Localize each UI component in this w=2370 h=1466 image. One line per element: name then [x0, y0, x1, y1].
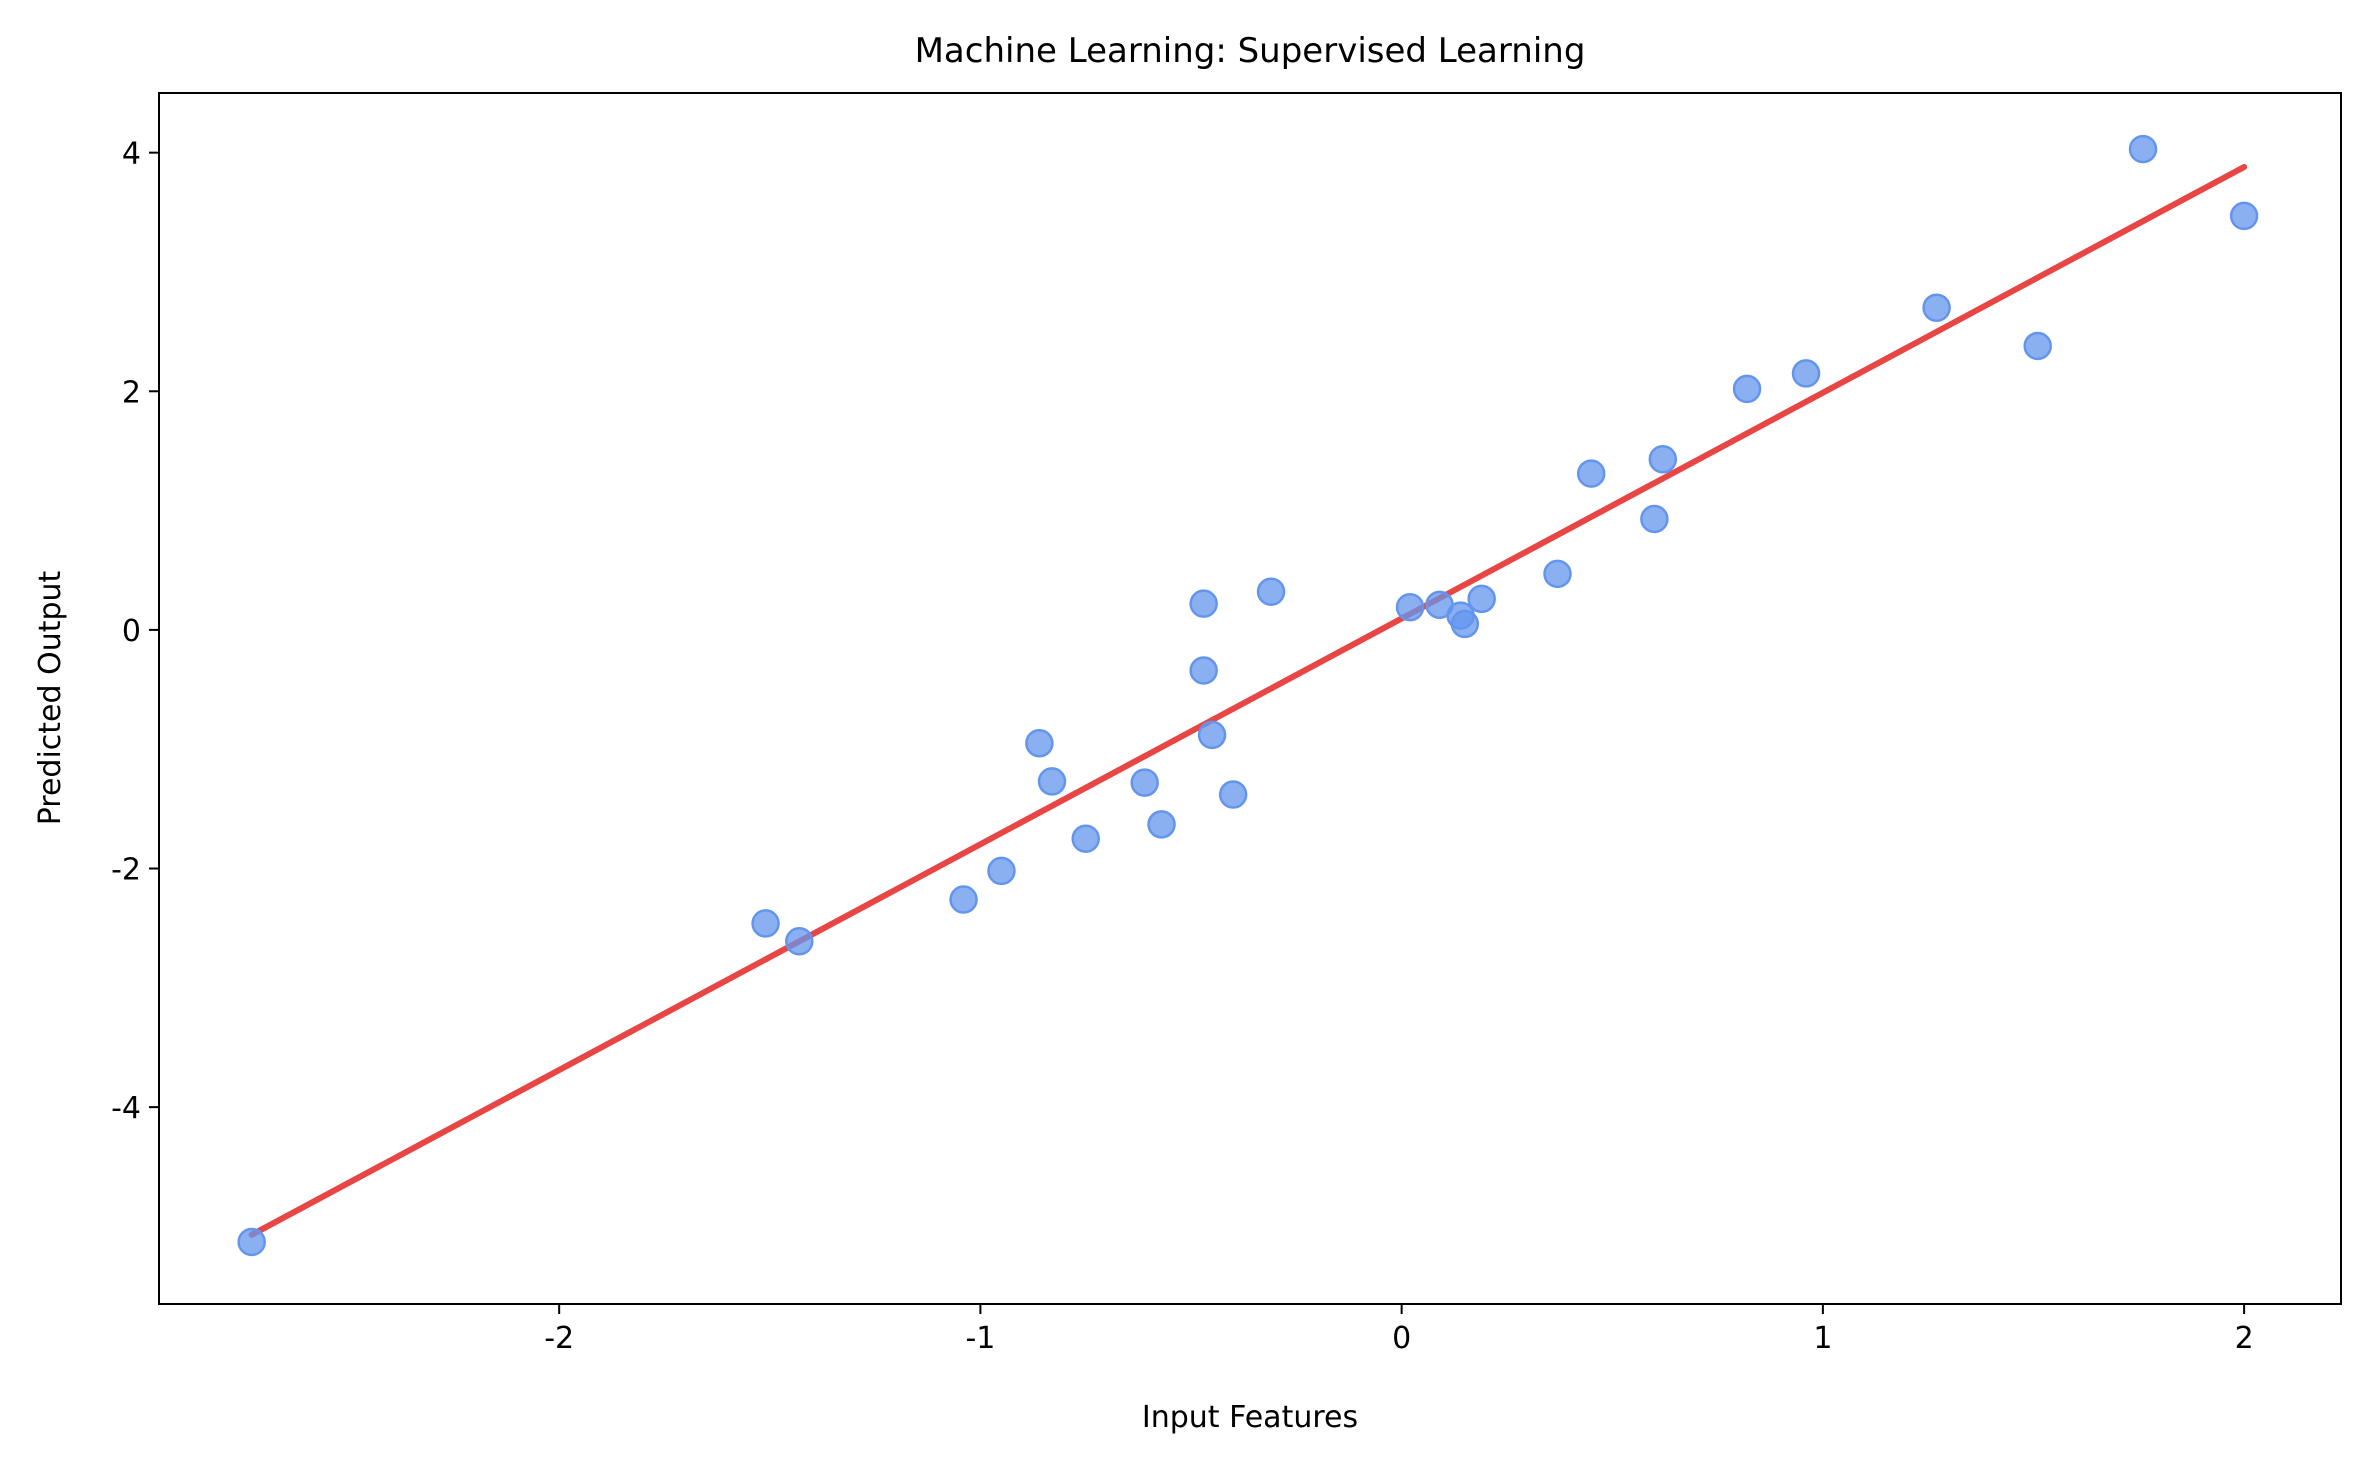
data-point: [1576, 459, 1606, 488]
data-point: [1450, 609, 1480, 639]
data-point: [1218, 780, 1248, 809]
x-axis-label: Input Features: [1142, 1400, 1358, 1435]
y-axis-label: Predicted Output: [33, 570, 68, 825]
regression-line: [248, 163, 2248, 1238]
data-point: [1025, 728, 1054, 758]
y-tick-label: -4: [111, 1091, 141, 1126]
data-point: [1197, 720, 1227, 750]
data-point: [1395, 592, 1425, 622]
data-point: [751, 909, 780, 938]
x-tick-label: -2: [544, 1321, 574, 1356]
y-tick-label: 2: [122, 375, 141, 410]
data-point: [1732, 374, 1762, 404]
data-point: [2023, 331, 2052, 361]
data-point: [1071, 824, 1100, 853]
data-points: [237, 134, 2259, 1257]
x-tick-label: 1: [1813, 1321, 1832, 1356]
data-point: [785, 927, 814, 956]
chart-title: Machine Learning: Supervised Learning: [915, 31, 1586, 71]
data-point: [2128, 134, 2158, 164]
data-point: [949, 885, 978, 914]
x-axis: -2 -1 0 1 2: [544, 1304, 2254, 1356]
data-point: [2229, 201, 2259, 231]
x-tick-label: 2: [2235, 1321, 2254, 1356]
x-tick-label: -1: [965, 1321, 995, 1356]
data-point: [1543, 559, 1572, 589]
plot-frame: [158, 92, 2342, 1305]
data-point: [987, 856, 1016, 886]
data-point: [1467, 584, 1496, 614]
data-point: [237, 1227, 266, 1257]
data-point: [1922, 293, 1951, 323]
regression-line-group: [248, 163, 2248, 1238]
data-point: [1189, 656, 1218, 685]
data-point: [1189, 589, 1218, 618]
data-point: [1791, 359, 1821, 388]
y-tick-label: 4: [122, 137, 141, 172]
data-point: [1037, 767, 1067, 796]
data-point: [1130, 768, 1159, 797]
data-point: [1256, 577, 1286, 606]
y-tick-label: 0: [122, 614, 141, 649]
y-tick-label: -2: [111, 853, 141, 888]
x-tick-label: 0: [1392, 1321, 1411, 1356]
y-axis: -4 -2 0 2 4: [111, 137, 159, 1126]
data-point: [1648, 445, 1678, 474]
data-point: [1640, 504, 1669, 534]
data-point: [1147, 810, 1176, 839]
